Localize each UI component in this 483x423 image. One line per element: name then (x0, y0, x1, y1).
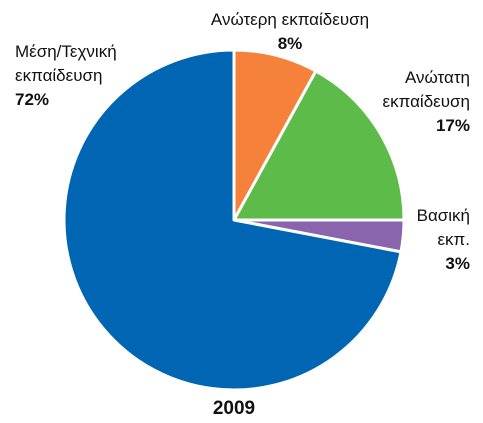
pie-slice (62, 48, 403, 392)
category-label: Ανώτερη εκπαίδευση (210, 10, 370, 29)
pie-slice (232, 69, 406, 222)
slice-label: Ανώτατη εκπαίδευση 17% (355, 66, 470, 138)
value-label: 72% (15, 90, 50, 109)
value-label: 8% (277, 34, 303, 53)
slice-label: Μέση/Τεχνική εκπαίδευση 72% (15, 40, 155, 112)
category-label: Μέση/Τεχνική εκπαίδευση (15, 42, 117, 85)
chart-subtitle: 2009 (212, 398, 256, 419)
slice-label: Ανώτερη εκπαίδευση 8% (190, 8, 390, 56)
value-label: 17% (435, 116, 470, 135)
slice-label: Βασική εκπ. 3% (400, 204, 470, 276)
value-label: 3% (445, 254, 470, 273)
category-label: Βασική εκπ. (416, 206, 470, 249)
category-label: Ανώτατη εκπαίδευση (382, 68, 470, 111)
